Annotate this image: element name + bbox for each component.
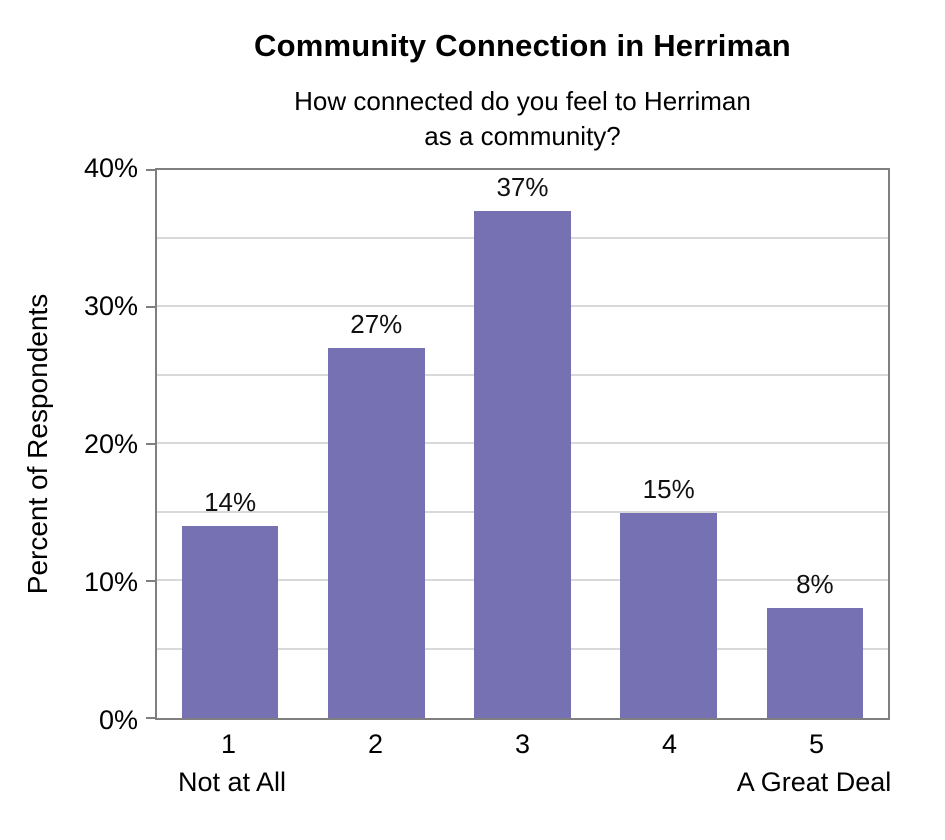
x-tick-label: 5 — [808, 729, 825, 759]
y-tick-mark — [146, 717, 155, 719]
bar — [766, 608, 864, 718]
bar-value-label: 37% — [496, 172, 549, 203]
x-tick-label: 4 — [661, 729, 678, 759]
bar — [181, 526, 279, 718]
y-tick-mark — [146, 169, 155, 171]
chart-subtitle-line-2: as a community? — [424, 121, 621, 151]
y-tick-label: 10% — [83, 567, 138, 597]
y-tick-mark — [146, 443, 155, 445]
chart-subtitle-line-1: How connected do you feel to Herriman — [294, 86, 751, 116]
y-tick-mark — [146, 306, 155, 308]
x-axis-ticks: 1 2 3 4 5 — [155, 728, 890, 762]
x-tick-label: 2 — [367, 729, 384, 759]
y-tick-label: 20% — [83, 429, 138, 459]
x-axis-end-label-right: A Great Deal — [736, 767, 892, 797]
bar-value-label: 15% — [642, 473, 695, 504]
y-tick-label: 0% — [98, 705, 138, 735]
bar — [328, 348, 425, 718]
bar-value-label: 14% — [204, 487, 257, 518]
chart-subtitle: How connected do you feel to Herriman as… — [100, 84, 945, 154]
y-tick-label: 30% — [83, 291, 138, 321]
chart-title: Community Connection in Herriman — [254, 28, 791, 63]
bar-value-label: 8% — [796, 569, 834, 600]
bar — [474, 211, 571, 718]
x-axis-end-label-left: Not at All — [177, 767, 287, 797]
bar-value-label: 27% — [350, 309, 403, 340]
y-tick-label: 40% — [83, 153, 138, 183]
x-tick-label: 3 — [514, 729, 531, 759]
plot-area: 14% 27% 37% 15% 8% — [146, 168, 890, 720]
y-tick-mark — [146, 580, 155, 582]
y-axis-ticks: 0% 10% 20% 30% 40% — [0, 153, 138, 735]
bar — [620, 512, 717, 718]
x-tick-label: 1 — [220, 729, 237, 759]
